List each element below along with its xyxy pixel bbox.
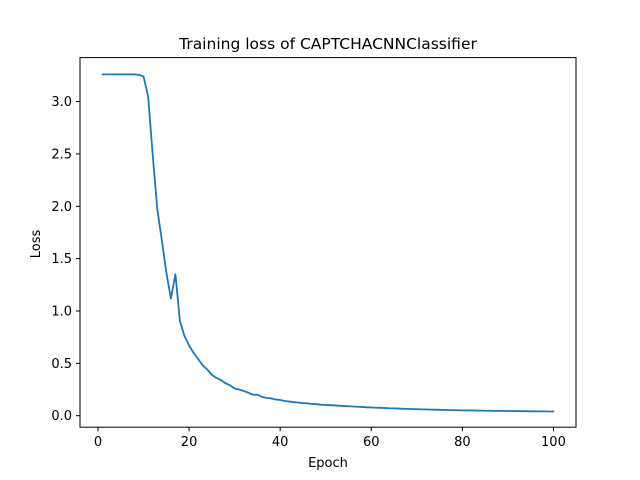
x-axis-label: Epoch	[308, 456, 348, 471]
y-tick-label: 1.0	[51, 304, 72, 319]
y-tick-label: 0.0	[51, 409, 72, 424]
y-tick-label: 3.0	[51, 95, 72, 110]
axes-frame	[79, 57, 577, 428]
series-layer	[101, 73, 555, 413]
x-tick-label: 20	[181, 435, 198, 450]
y-axis-label: Loss	[29, 230, 44, 259]
x-tick-label: 0	[94, 435, 102, 450]
x-tick-label: 40	[272, 435, 289, 450]
chart-title: Training loss of CAPTCHACNNClassifier	[178, 35, 477, 53]
series-line-0	[101, 73, 555, 413]
x-tick-label: 80	[454, 435, 471, 450]
y-tick-label: 2.0	[51, 200, 72, 215]
x-tick-label: 60	[363, 435, 380, 450]
plot-area	[79, 57, 577, 428]
x-axis: 0 20 40 60 80 100	[94, 427, 566, 450]
x-tick-label: 100	[541, 435, 566, 450]
y-tick-label: 1.5	[51, 252, 72, 267]
y-tick-label: 0.5	[51, 357, 72, 372]
y-axis: 0.0 0.5 1.0 1.5 2.0 2.5 3.0	[51, 95, 80, 424]
y-tick-label: 2.5	[51, 147, 72, 162]
